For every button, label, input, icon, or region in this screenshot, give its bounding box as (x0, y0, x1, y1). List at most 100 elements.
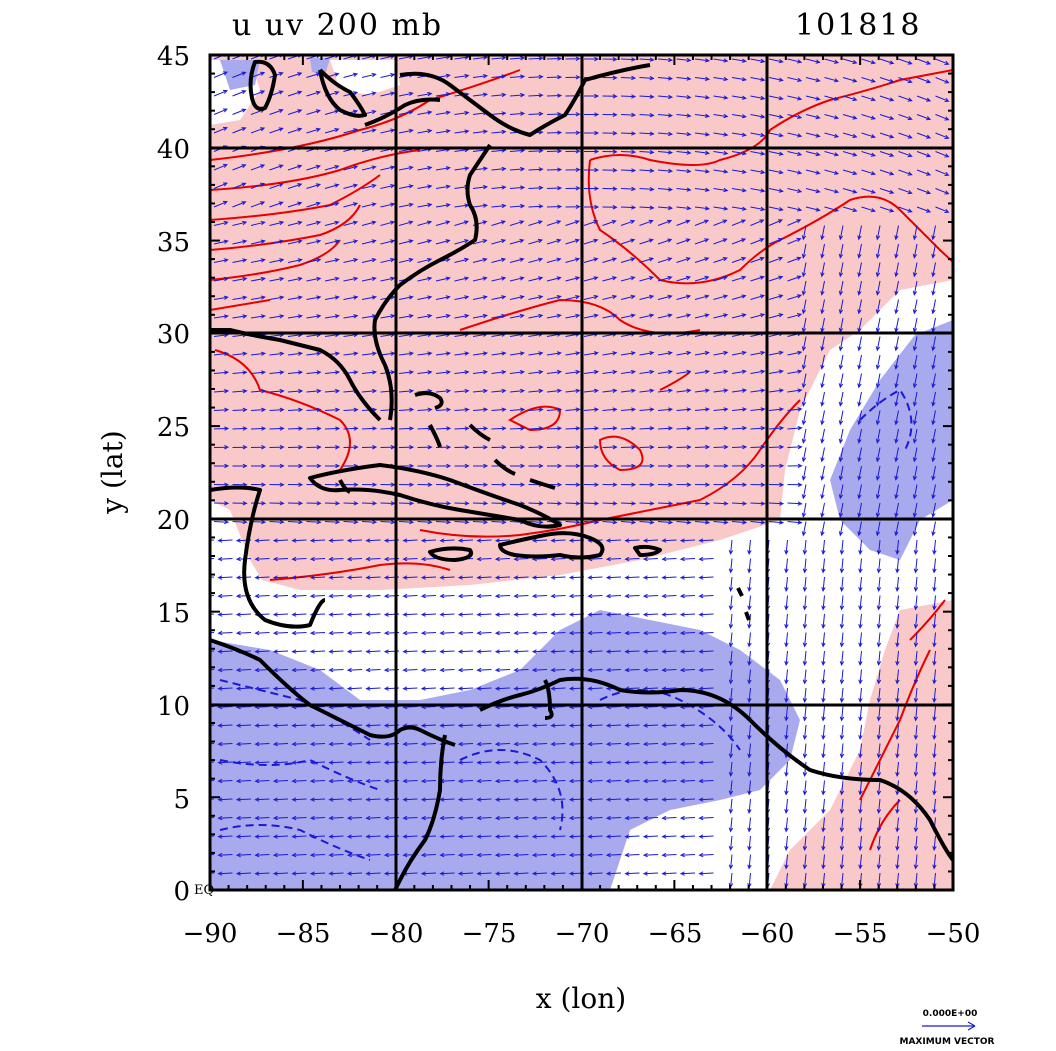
wind-vector (802, 539, 808, 556)
wind-vector (731, 407, 748, 412)
wind-vector (805, 95, 821, 101)
wind-vector (324, 314, 340, 319)
wind-vector (361, 128, 377, 134)
wind-vector (821, 780, 826, 796)
wind-vector (731, 294, 747, 300)
wind-vector (728, 539, 734, 556)
wind-vector (839, 650, 845, 667)
wind-vector (694, 294, 710, 300)
wind-vector (895, 798, 900, 815)
wind-vector (439, 871, 455, 876)
wind-vector (210, 687, 215, 689)
wind-vector (875, 280, 881, 296)
wind-vector (728, 613, 734, 630)
wind-vector (324, 388, 341, 394)
wind-vector (676, 131, 692, 137)
wind-vector (787, 95, 803, 101)
wind-vector (787, 369, 803, 374)
wind-vector (217, 612, 233, 617)
wind-vector (750, 238, 765, 245)
wind-vector (895, 761, 900, 778)
y-tick-label: 0 (173, 877, 190, 907)
wind-vector (420, 575, 437, 580)
x-tick-label: −60 (740, 919, 795, 949)
wind-vector (750, 188, 766, 193)
wind-vector (509, 55, 526, 61)
wind-vector (328, 871, 344, 876)
wind-vector (398, 482, 415, 487)
wind-vector (787, 463, 803, 469)
wind-vector (639, 351, 655, 356)
wind-vector (417, 463, 433, 469)
vector-key-value: 0.000E+00 (923, 1009, 978, 1019)
wind-vector (698, 575, 714, 580)
wind-vector (620, 186, 637, 192)
wind-vector (210, 595, 215, 597)
wind-vector (454, 407, 470, 412)
wind-vector (661, 556, 677, 562)
wind-vector (676, 294, 692, 300)
wind-vector (531, 593, 548, 599)
wind-vector (509, 74, 526, 79)
wind-vector (620, 112, 637, 118)
wind-vector (931, 465, 936, 481)
wind-vector (661, 538, 677, 543)
wind-vector (272, 686, 289, 691)
wind-vector (639, 112, 655, 118)
wind-vector (731, 206, 747, 211)
wind-vector (731, 350, 747, 356)
wind-vector (254, 760, 270, 765)
wind-vector (232, 182, 247, 189)
wind-vector (931, 410, 936, 426)
wind-vector (916, 169, 932, 176)
wind-vector (747, 798, 752, 815)
wind-vector (291, 649, 307, 654)
wind-vector (457, 815, 474, 821)
wind-vector (875, 391, 881, 407)
wind-vector (801, 428, 807, 444)
wind-vector (583, 351, 599, 356)
wind-vector (605, 612, 622, 617)
wind-vector (491, 220, 506, 226)
wind-vector (879, 58, 895, 65)
wind-vector (698, 612, 714, 617)
wind-vector (820, 484, 825, 500)
wind-vector (343, 183, 359, 189)
wind-vector (858, 687, 863, 704)
wind-vector (346, 852, 363, 858)
wind-vector (402, 667, 418, 673)
wind-vector (210, 743, 215, 745)
wind-vector (343, 128, 359, 134)
wind-vector (217, 667, 233, 673)
wind-vector (398, 445, 415, 450)
wind-vector (269, 351, 285, 356)
wind-vector (235, 667, 252, 673)
wind-vector (620, 369, 637, 375)
wind-vector (679, 797, 696, 802)
wind-vector (457, 760, 474, 765)
wind-vector (528, 238, 543, 245)
wind-vector (513, 834, 529, 839)
wind-vector (546, 93, 563, 98)
wind-vector (235, 741, 252, 747)
wind-vector (858, 669, 863, 685)
wind-vector (213, 426, 230, 431)
wind-vector (550, 612, 566, 617)
wind-vector (435, 203, 451, 208)
wind-vector (602, 186, 618, 191)
wind-vector (801, 484, 807, 500)
wind-vector (272, 556, 289, 562)
wind-vector (217, 556, 233, 562)
wind-vector (528, 463, 544, 469)
wind-vector (306, 370, 322, 375)
wind-vector (398, 110, 414, 115)
wind-vector (550, 649, 566, 654)
wind-vector (768, 151, 784, 156)
wind-vector (913, 835, 919, 852)
wind-vector (346, 556, 363, 562)
wind-vector (639, 369, 655, 375)
wind-vector (587, 834, 603, 839)
wind-vector (287, 220, 303, 226)
wind-vector (213, 258, 229, 263)
wind-vector (602, 257, 617, 263)
